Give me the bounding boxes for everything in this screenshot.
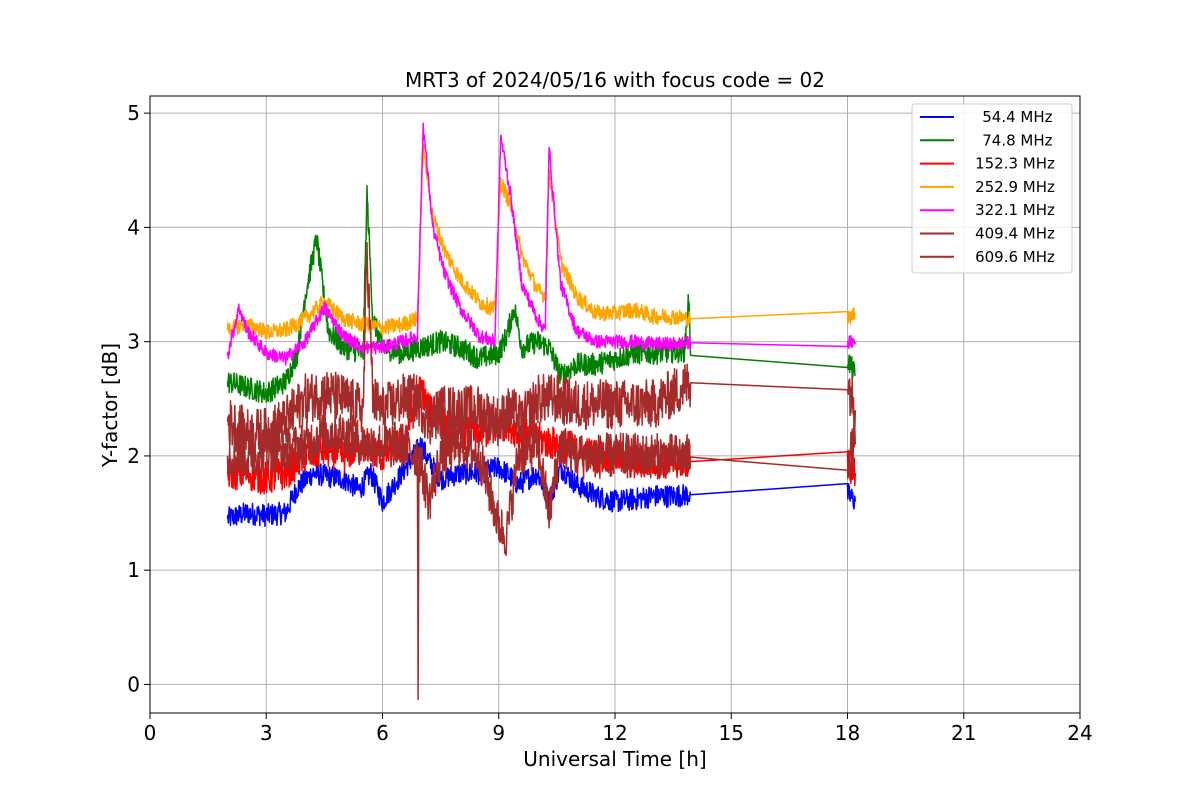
x-tick-label: 24 (1067, 721, 1092, 745)
y-tick-label: 4 (127, 215, 140, 239)
y-tick-label: 1 (127, 558, 140, 582)
legend-box (911, 103, 1073, 274)
legend: 54.4 MHz 74.8 MHz 152.3 MHz 252.9 MHz 322.1… (911, 103, 1073, 274)
y-axis-label: Y-factor [dB] (98, 343, 122, 468)
series-line (226, 410, 857, 701)
y-tick-label: 2 (127, 444, 140, 468)
y-tick-label: 5 (127, 101, 140, 125)
series-line (226, 185, 856, 403)
x-tick-label: 6 (376, 721, 389, 745)
x-tick-label: 18 (835, 721, 860, 745)
x-tick-label: 0 (144, 721, 157, 745)
x-tick-label: 12 (602, 721, 627, 745)
x-tick-label: 21 (951, 721, 976, 745)
y-tick-label: 3 (127, 330, 140, 354)
x-tick-label: 9 (492, 721, 505, 745)
legend-label: 322.1 MHz (975, 201, 1055, 219)
legend-label: 74.8 MHz (977, 131, 1052, 149)
series-line (226, 437, 857, 528)
y-tick-label: 0 (127, 672, 140, 696)
legend-label: 252.9 MHz (975, 178, 1055, 196)
series-lines (226, 122, 857, 701)
legend-label: 409.4 MHz (975, 225, 1055, 243)
x-axis-label: Universal Time [h] (523, 747, 706, 771)
legend-label: 609.6 MHz (975, 248, 1055, 266)
x-tick-label: 3 (260, 721, 273, 745)
legend-label: 152.3 MHz (975, 155, 1055, 173)
chart-title: MRT3 of 2024/05/16 with focus code = 02 (405, 68, 825, 92)
x-tick-label: 15 (719, 721, 744, 745)
series-line (226, 122, 857, 366)
legend-label: 54.4 MHz (977, 108, 1052, 126)
series-line (226, 143, 856, 340)
